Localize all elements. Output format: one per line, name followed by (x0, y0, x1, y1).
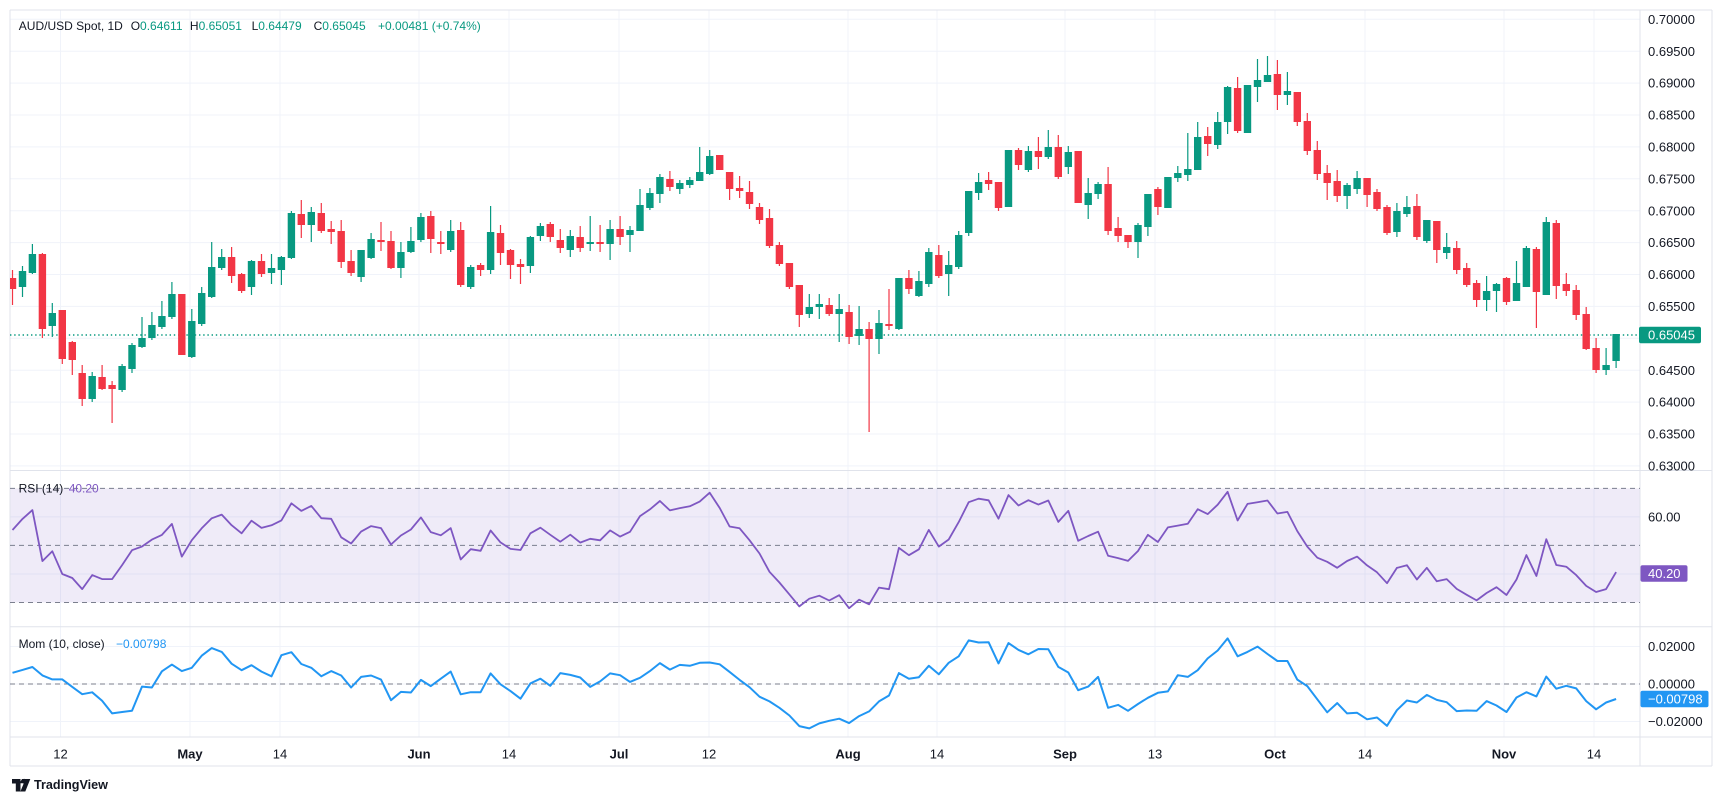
svg-text:0.66000: 0.66000 (1648, 267, 1695, 282)
svg-text:May: May (177, 747, 203, 762)
svg-text:0.64500: 0.64500 (1648, 363, 1695, 378)
svg-text:Nov: Nov (1492, 747, 1517, 762)
svg-text:0.67500: 0.67500 (1648, 171, 1695, 186)
svg-text:40.20: 40.20 (1648, 566, 1681, 581)
svg-text:14: 14 (1358, 747, 1372, 762)
svg-text:−0.00798: −0.00798 (116, 637, 167, 651)
svg-text:H0.65051: H0.65051 (190, 19, 242, 33)
svg-text:14: 14 (1587, 747, 1601, 762)
svg-text:Oct: Oct (1264, 747, 1286, 762)
svg-text:0.68500: 0.68500 (1648, 108, 1695, 123)
svg-text:0.63500: 0.63500 (1648, 427, 1695, 442)
svg-text:RSI (14): RSI (14) (19, 481, 64, 495)
svg-text:0.67000: 0.67000 (1648, 203, 1695, 218)
svg-text:TradingView: TradingView (34, 778, 108, 792)
svg-text:O0.64611: O0.64611 (131, 19, 183, 33)
svg-text:0.68000: 0.68000 (1648, 140, 1695, 155)
svg-text:12: 12 (702, 747, 716, 762)
svg-text:60.00: 60.00 (1648, 510, 1681, 525)
svg-text:−0.02000: −0.02000 (1648, 714, 1703, 729)
svg-text:Mom (10, close): Mom (10, close) (19, 637, 105, 651)
svg-text:Sep: Sep (1053, 747, 1077, 762)
svg-text:C0.65045: C0.65045 (314, 19, 366, 33)
svg-text:Jun: Jun (407, 747, 430, 762)
svg-text:0.70000: 0.70000 (1648, 12, 1695, 27)
svg-text:L0.64479: L0.64479 (252, 19, 302, 33)
svg-text:0.64000: 0.64000 (1648, 395, 1695, 410)
svg-text:0.63000: 0.63000 (1648, 459, 1695, 474)
svg-text:0.69500: 0.69500 (1648, 44, 1695, 59)
svg-text:0.00000: 0.00000 (1648, 677, 1695, 692)
svg-text:Aug: Aug (835, 747, 860, 762)
svg-text:0.66500: 0.66500 (1648, 235, 1695, 250)
svg-text:14: 14 (502, 747, 516, 762)
svg-text:AUD/USD Spot, 1D: AUD/USD Spot, 1D (19, 19, 123, 33)
svg-text:12: 12 (53, 747, 67, 762)
svg-text:−0.00798: −0.00798 (1648, 692, 1703, 707)
svg-text:0.65500: 0.65500 (1648, 299, 1695, 314)
svg-text:13: 13 (1148, 747, 1162, 762)
svg-text:0.65045: 0.65045 (1648, 328, 1695, 343)
svg-text:14: 14 (273, 747, 287, 762)
svg-text:0.02000: 0.02000 (1648, 639, 1695, 654)
svg-text:+0.00481 (+0.74%): +0.00481 (+0.74%) (378, 19, 481, 33)
svg-text:0.69000: 0.69000 (1648, 76, 1695, 91)
svg-text:14: 14 (930, 747, 944, 762)
svg-text:40.20: 40.20 (69, 481, 99, 495)
svg-text:Jul: Jul (610, 747, 629, 762)
